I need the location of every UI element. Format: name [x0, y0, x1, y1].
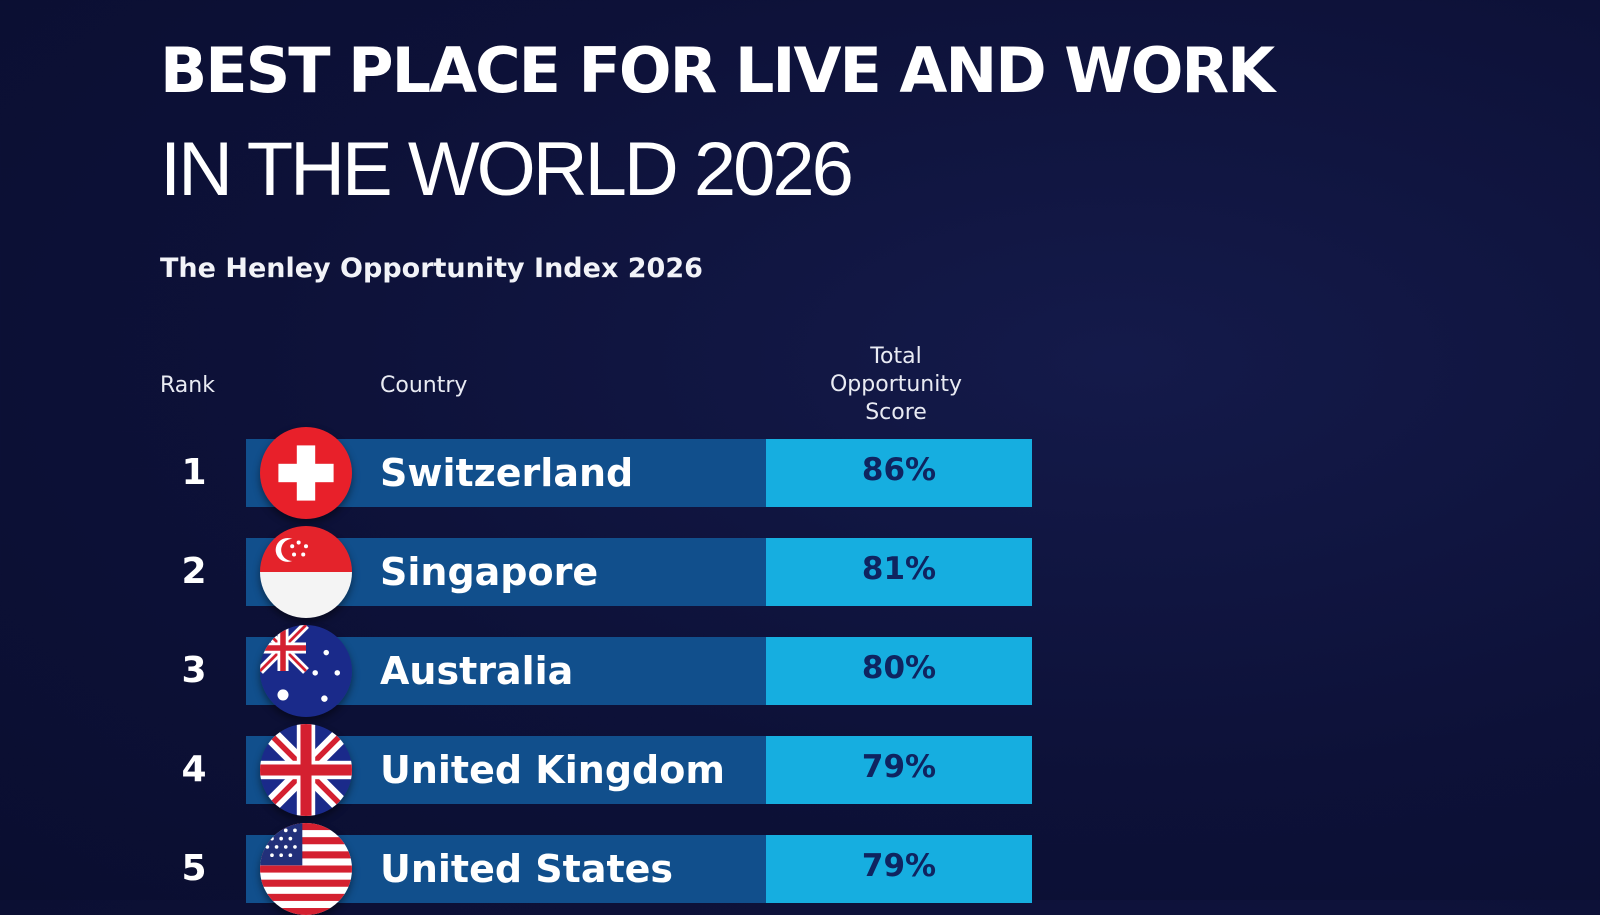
rank-number: 3 [181, 650, 207, 691]
country-name: Singapore [380, 550, 599, 594]
column-header-score-line: Score [865, 400, 927, 426]
rank-number: 5 [181, 848, 207, 889]
score-value: 81% [861, 551, 937, 587]
table-row: 4 United Kingdom 79% [0, 724, 1600, 816]
united-states-flag-icon [260, 823, 352, 915]
rank-number: 2 [181, 551, 207, 592]
page-subtitle: The Henley Opportunity Index 2026 [160, 253, 703, 284]
column-header-score-line: Total [870, 344, 922, 369]
singapore-flag-icon [260, 526, 352, 618]
score-bar [766, 538, 1032, 606]
page-title-line-2: IN THE WORLD 2026 [160, 127, 854, 212]
page-title-line-1: BEST PLACE FOR LIVE AND WORK [160, 34, 1275, 107]
score-value: 80% [861, 650, 937, 686]
rank-number: 1 [181, 452, 207, 493]
column-header-rank: Rank [160, 373, 215, 398]
table-row: 3 Australia 80% [0, 625, 1600, 717]
rank-number: 4 [181, 749, 207, 790]
column-header-country: Country [380, 373, 468, 398]
table-row: 1 Switzerland 86% [0, 427, 1600, 519]
country-name: Switzerland [380, 451, 634, 495]
united-kingdom-flag-icon [260, 724, 352, 816]
score-bar [766, 835, 1032, 903]
score-value: 86% [861, 452, 937, 488]
country-name: United States [380, 847, 674, 891]
country-name: Australia [380, 649, 574, 693]
switzerland-flag-icon [260, 427, 352, 519]
score-value: 79% [861, 749, 937, 785]
score-bar [766, 439, 1032, 507]
australia-flag-icon [260, 625, 352, 717]
table-row: 5 United States 79% [0, 823, 1600, 915]
table-row: 2 Singapore 81% [0, 526, 1600, 618]
column-header-score: Total Opportunity Score [796, 343, 996, 427]
country-name: United Kingdom [380, 748, 725, 792]
score-bar [766, 637, 1032, 705]
column-header-score-line: Opportunity [829, 372, 963, 398]
score-value: 79% [861, 848, 937, 884]
score-bar [766, 736, 1032, 804]
